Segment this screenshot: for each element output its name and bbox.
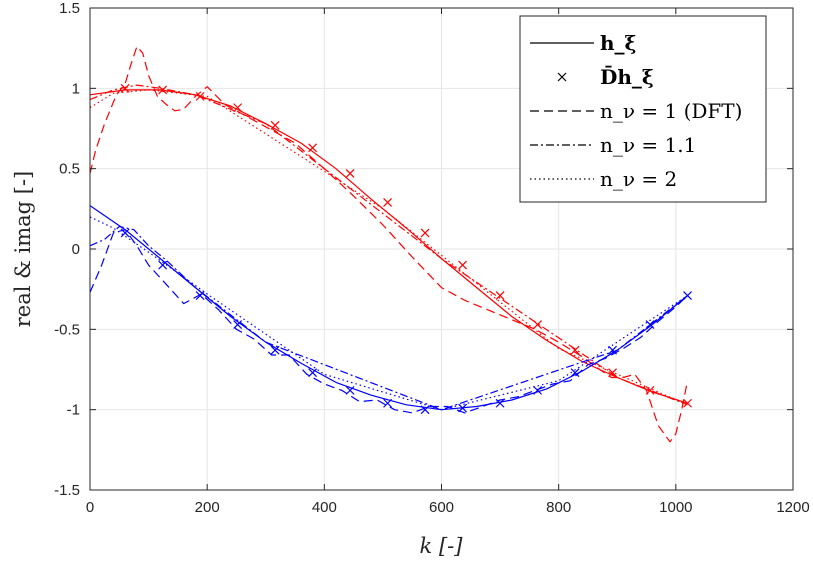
x-marker bbox=[308, 143, 318, 153]
x-marker bbox=[495, 291, 505, 301]
legend-entry-dh: D̄h_ξ bbox=[600, 64, 654, 89]
plot-area bbox=[89, 45, 692, 443]
x-marker bbox=[420, 228, 430, 238]
ticks: 0 200 400 600 800 1000 1200 -1.5 -1 -0.5 0 0.5 1 1.5 bbox=[54, 0, 810, 516]
x-tick-label: 400 bbox=[312, 499, 337, 516]
legend-samples bbox=[530, 42, 594, 180]
y-tick-label: -1.5 bbox=[54, 482, 80, 499]
series-imag-solid bbox=[89, 205, 688, 411]
y-tick-label: 0.5 bbox=[59, 161, 80, 178]
x-marker bbox=[570, 368, 580, 378]
x-marker bbox=[420, 405, 430, 415]
x-marker bbox=[270, 120, 280, 130]
x-marker bbox=[383, 197, 393, 207]
legend-entry-n2: n_ν = 2 bbox=[600, 167, 677, 191]
legend-sample-marker bbox=[557, 72, 567, 82]
legend-entry-n11: n_ν = 1.1 bbox=[600, 133, 696, 157]
y-tick-label: 1.5 bbox=[59, 0, 80, 17]
legend-entry-dft: n_ν = 1 (DFT) bbox=[600, 99, 742, 123]
series-real-dotted bbox=[89, 89, 688, 406]
legend-entry-h: h_ξ bbox=[600, 31, 637, 55]
series-imag-dashed bbox=[89, 229, 688, 414]
x-marker bbox=[120, 83, 130, 93]
x-tick-label: 0 bbox=[86, 499, 94, 516]
y-tick-label: -0.5 bbox=[54, 321, 80, 338]
series-imag-dashdot bbox=[89, 225, 688, 411]
y-tick-label: -1 bbox=[67, 402, 80, 419]
x-tick-label: 1000 bbox=[659, 499, 692, 516]
x-marker bbox=[345, 169, 355, 178]
x-tick-label: 800 bbox=[546, 499, 571, 516]
legend: h_ξ D̄h_ξ n_ν = 1 (DFT) n_ν = 1.1 n_ν = … bbox=[519, 15, 767, 203]
legend-box bbox=[519, 15, 767, 203]
x-marker bbox=[683, 398, 692, 408]
y-tick-label: 1 bbox=[72, 80, 80, 97]
x-marker bbox=[308, 368, 318, 378]
y-tick-label: 0 bbox=[72, 241, 80, 258]
x-tick-label: 600 bbox=[429, 499, 454, 516]
x-marker bbox=[233, 103, 243, 113]
y-axis-label: real & imag [-] bbox=[11, 171, 35, 328]
x-marker bbox=[158, 85, 168, 95]
x-marker bbox=[533, 385, 543, 395]
x-axis-label: k [-] bbox=[420, 534, 464, 558]
series-real-dashed bbox=[89, 45, 689, 443]
x-marker bbox=[270, 345, 280, 355]
series-imag-dotted bbox=[89, 216, 688, 411]
x-marker bbox=[458, 260, 468, 270]
series-real-dashdot bbox=[89, 84, 688, 406]
x-tick-label: 1200 bbox=[776, 499, 809, 516]
x-marker bbox=[383, 398, 393, 408]
x-tick-label: 200 bbox=[195, 499, 220, 516]
series-imag-marker-x bbox=[120, 228, 692, 415]
x-marker bbox=[158, 260, 168, 270]
x-marker bbox=[345, 385, 355, 395]
